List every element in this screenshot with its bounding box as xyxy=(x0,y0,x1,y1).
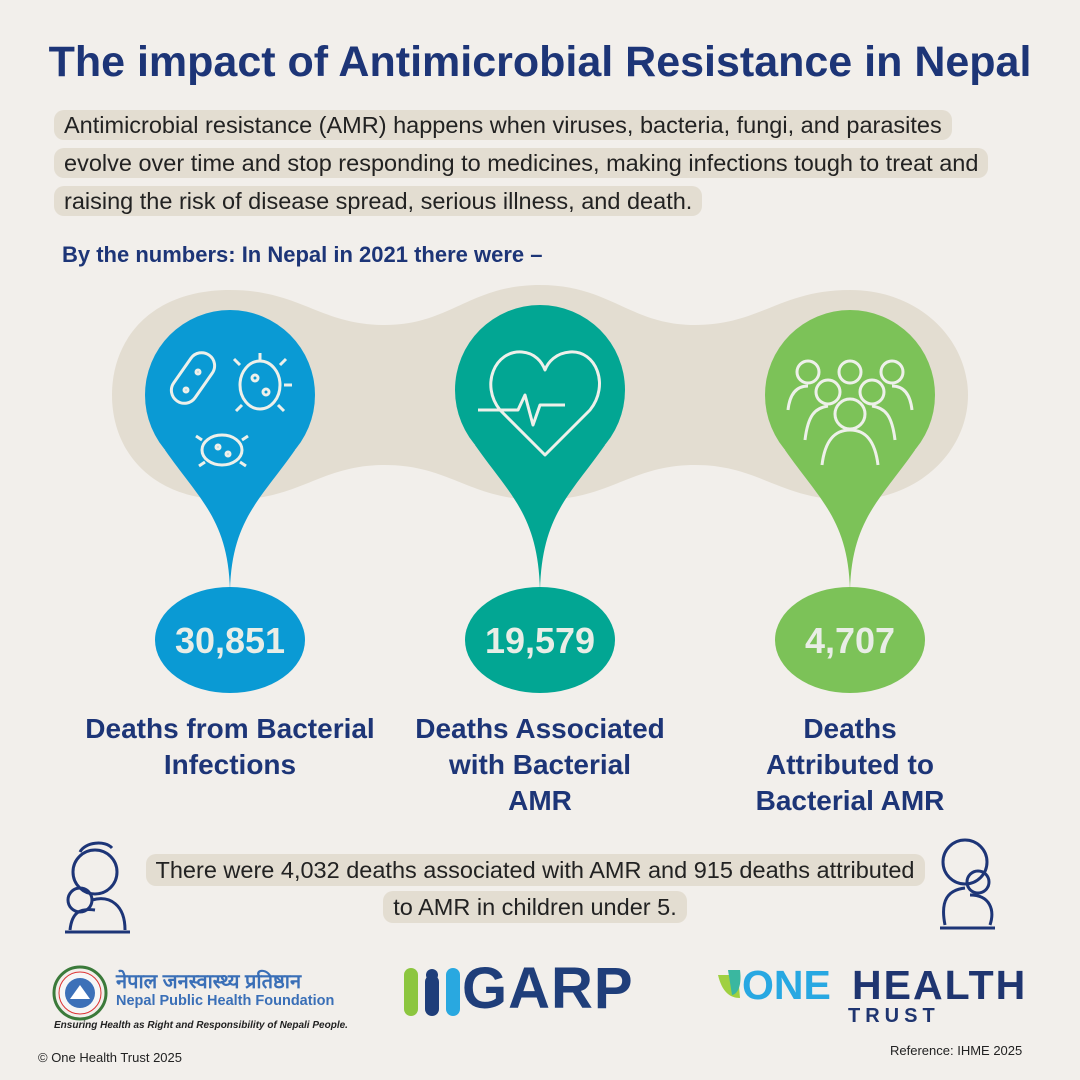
drop-teal xyxy=(455,305,625,693)
page-title: The impact of Antimicrobial Resistance i… xyxy=(48,38,1032,86)
garp-mark-logo xyxy=(404,968,460,1016)
stat-label-attributed-amr: Deaths Attributed to Bacterial AMR xyxy=(755,713,945,816)
stat-value-bacterial-infections: 30,851 xyxy=(174,620,286,661)
stat-value-associated-amr: 19,579 xyxy=(484,620,596,661)
onehealth-logo-one: ONE xyxy=(742,962,831,1008)
mother-child-icon-left xyxy=(65,841,130,934)
nphf-name: Nepal Public Health Foundation xyxy=(116,993,335,1009)
onehealth-logo-health: HEALTH xyxy=(852,962,1028,1008)
bacteria-icon xyxy=(169,351,292,468)
intro-text: Antimicrobial resistance (AMR) happens w… xyxy=(54,106,1014,220)
stat-label-bacterial-infections: Deaths from Bacterial Infections xyxy=(85,713,375,780)
stat-value-attributed-amr: 4,707 xyxy=(804,620,896,661)
children-note: There were 4,032 deaths associated with … xyxy=(145,852,925,926)
nphf-devanagari-name: नेपाल जनस्वास्थ्य प्रतिष्ठान xyxy=(116,971,302,993)
children-note-text: There were 4,032 deaths associated with … xyxy=(145,854,925,923)
stat-label-associated-amr: Deaths Associated with Bacterial AMR xyxy=(415,713,665,816)
reference: Reference: IHME 2025 xyxy=(890,1043,1023,1058)
onehealth-logo-trust: TRUST xyxy=(848,1005,940,1027)
drop-blue xyxy=(145,310,315,693)
heart-pulse-icon xyxy=(478,350,601,457)
nphf-seal-logo xyxy=(52,965,108,1021)
intro-paragraph: Antimicrobial resistance (AMR) happens w… xyxy=(54,110,989,216)
nphf-tagline: Ensuring Health as Right and Responsibil… xyxy=(54,1020,348,1031)
onehealth-leaf-logo xyxy=(718,970,741,998)
drop-green xyxy=(765,310,935,693)
subheading: By the numbers: In Nepal in 2021 there w… xyxy=(62,242,543,267)
copyright: © One Health Trust 2025 xyxy=(38,1050,182,1065)
people-group-icon xyxy=(786,359,914,466)
garp-logo-text: GARP xyxy=(462,956,634,1021)
mother-child-icon-right xyxy=(940,838,995,930)
